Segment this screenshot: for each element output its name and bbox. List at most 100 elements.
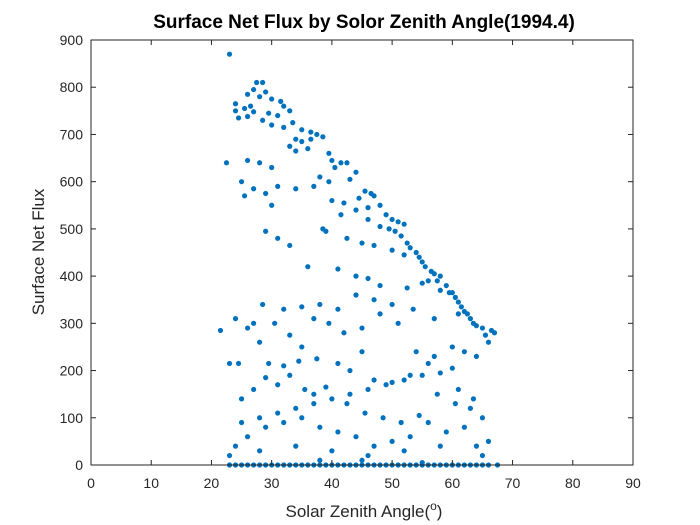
data-point [269, 122, 274, 127]
data-point [344, 401, 349, 406]
data-point [411, 307, 416, 312]
data-point [471, 396, 476, 401]
data-point [399, 420, 404, 425]
data-point [365, 217, 370, 222]
x-tick-label: 70 [505, 475, 521, 491]
plot-frame [91, 40, 633, 465]
x-axis-label-suffix: ) [437, 502, 443, 521]
data-point [371, 377, 376, 382]
data-point [290, 120, 295, 125]
data-point [278, 99, 283, 104]
data-point [314, 132, 319, 137]
data-point [356, 196, 361, 201]
data-point [420, 259, 425, 264]
data-point [293, 406, 298, 411]
data-point [465, 311, 470, 316]
data-point [390, 217, 395, 222]
data-point [239, 420, 244, 425]
data-point [347, 177, 352, 182]
data-point [456, 387, 461, 392]
data-point [417, 413, 422, 418]
data-point [317, 302, 322, 307]
data-point [468, 316, 473, 321]
data-point [383, 212, 388, 217]
data-point [251, 87, 256, 92]
data-point [450, 366, 455, 371]
data-point [435, 278, 440, 283]
data-point [275, 113, 280, 118]
data-point [344, 160, 349, 165]
data-point [323, 229, 328, 234]
y-tick-label: 400 [60, 268, 84, 284]
data-point [438, 370, 443, 375]
x-tick-label: 90 [625, 475, 641, 491]
data-point [233, 444, 238, 449]
data-point [287, 333, 292, 338]
data-point [299, 127, 304, 132]
data-point [353, 274, 358, 279]
data-point [239, 396, 244, 401]
data-point [371, 243, 376, 248]
data-point [233, 316, 238, 321]
data-point [233, 108, 238, 113]
data-point [414, 250, 419, 255]
data-point [335, 266, 340, 271]
data-point [320, 134, 325, 139]
data-point [326, 151, 331, 156]
data-point [362, 410, 367, 415]
data-point [281, 125, 286, 130]
data-point [323, 384, 328, 389]
data-point [353, 170, 358, 175]
data-point [426, 420, 431, 425]
data-point [332, 165, 337, 170]
data-point [474, 444, 479, 449]
y-tick-label: 0 [75, 457, 83, 473]
x-tick-label: 10 [143, 475, 159, 491]
data-point [365, 276, 370, 281]
data-point [257, 94, 262, 99]
x-tick-label: 50 [384, 475, 400, 491]
data-point [371, 193, 376, 198]
data-point [480, 453, 485, 458]
data-point [420, 373, 425, 378]
chart-title: Surface Net Flux by Solor Zenith Angle(1… [153, 12, 575, 33]
data-point [293, 137, 298, 142]
data-point [405, 285, 410, 290]
data-point [233, 101, 238, 106]
plot-points [218, 52, 500, 468]
data-point [329, 158, 334, 163]
data-point [474, 323, 479, 328]
data-point [263, 191, 268, 196]
data-point [492, 330, 497, 335]
data-point [377, 311, 382, 316]
data-point [257, 415, 262, 420]
y-tick-label: 900 [60, 32, 84, 48]
x-axis-label: Solar Zenith Angle(o) [286, 499, 443, 521]
data-point [462, 425, 467, 430]
data-point [359, 349, 364, 354]
data-point [311, 316, 316, 321]
data-point [308, 137, 313, 142]
data-point [311, 184, 316, 189]
x-tick-label: 20 [204, 475, 220, 491]
data-point [299, 415, 304, 420]
data-point [456, 311, 461, 316]
data-point [347, 392, 352, 397]
data-point [387, 226, 392, 231]
data-point [245, 114, 250, 119]
data-point [371, 444, 376, 449]
data-point [359, 458, 364, 463]
data-point [435, 392, 440, 397]
data-point [305, 264, 310, 269]
data-point [263, 425, 268, 430]
data-point [335, 429, 340, 434]
data-point [365, 387, 370, 392]
data-point [438, 274, 443, 279]
data-point [329, 448, 334, 453]
data-point [453, 401, 458, 406]
data-point [486, 439, 491, 444]
data-point [396, 321, 401, 326]
data-point [317, 425, 322, 430]
x-axis: 0 10 20 30 40 50 60 70 80 90 [87, 40, 641, 491]
data-point [402, 448, 407, 453]
